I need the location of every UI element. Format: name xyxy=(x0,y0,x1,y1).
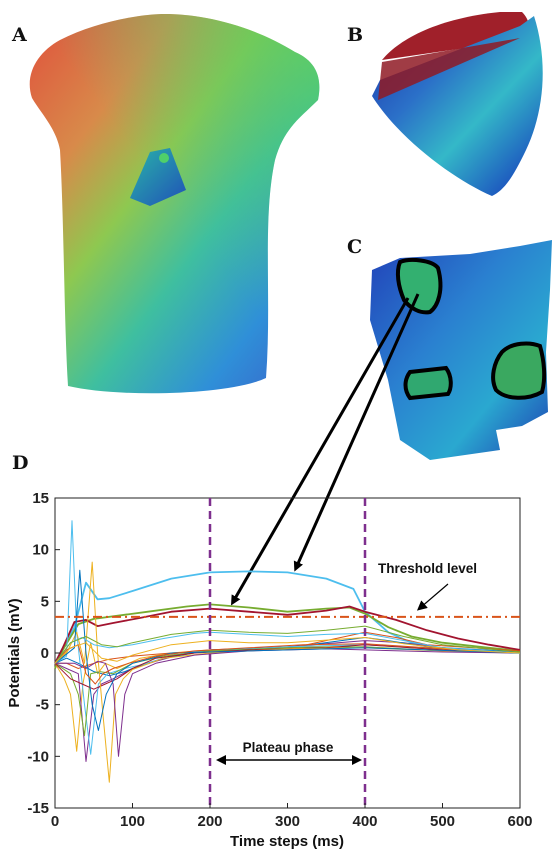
series-line-3 xyxy=(54,605,521,664)
x-tick-label: 300 xyxy=(275,813,300,830)
y-tick-label: 0 xyxy=(41,645,49,662)
series-line-1 xyxy=(54,570,521,664)
panel-label-b: B xyxy=(347,24,364,46)
heart-detail-view xyxy=(370,240,552,460)
arrow-to-curve-b xyxy=(293,293,420,572)
panel-label-c: C xyxy=(347,236,363,258)
series-line-15 xyxy=(54,631,521,664)
y-axis-title: Potentials (mV) xyxy=(6,598,23,707)
series-line-8 xyxy=(54,520,521,755)
series-line-12 xyxy=(55,648,521,757)
plateau-label: Plateau phase xyxy=(243,740,334,755)
y-tick-label: -10 xyxy=(27,748,49,765)
arrow-to-curve-a xyxy=(231,297,410,606)
threshold-pointer xyxy=(416,583,449,611)
x-tick-label: 200 xyxy=(197,813,222,830)
x-tick-label: 100 xyxy=(120,813,145,830)
series-line-14 xyxy=(54,643,521,685)
series-line-10 xyxy=(54,644,521,690)
series-line-2 xyxy=(54,603,521,669)
panel-label-d: D xyxy=(12,452,29,474)
series-layer xyxy=(54,520,521,783)
torso-illustration xyxy=(29,14,320,394)
y-tick-label: -5 xyxy=(36,697,49,714)
series-line-13 xyxy=(54,569,521,731)
x-tick-label: 400 xyxy=(352,813,377,830)
y-tick-label: 10 xyxy=(32,542,49,559)
panel-label-a: A xyxy=(12,24,27,46)
heart-outer-view xyxy=(372,12,543,196)
x-tick-label: 600 xyxy=(507,813,532,830)
series-line-17 xyxy=(54,637,521,664)
y-tick-label: -15 xyxy=(27,800,49,817)
x-tick-label: 0 xyxy=(51,813,59,830)
plot-frame xyxy=(54,497,521,809)
x-tick-label: 500 xyxy=(430,813,455,830)
x-axis-title: Time steps (ms) xyxy=(230,833,344,850)
threshold-label: Threshold level xyxy=(378,561,477,576)
series-line-9 xyxy=(54,646,521,737)
series-line-11 xyxy=(54,561,521,783)
y-tick-label: 5 xyxy=(41,593,49,610)
y-tick-label: 15 xyxy=(32,490,49,507)
axis-ticks: 0 100 200 300 400 500 600 15 10 5 0 -5 -10 -15 xyxy=(27,490,532,830)
